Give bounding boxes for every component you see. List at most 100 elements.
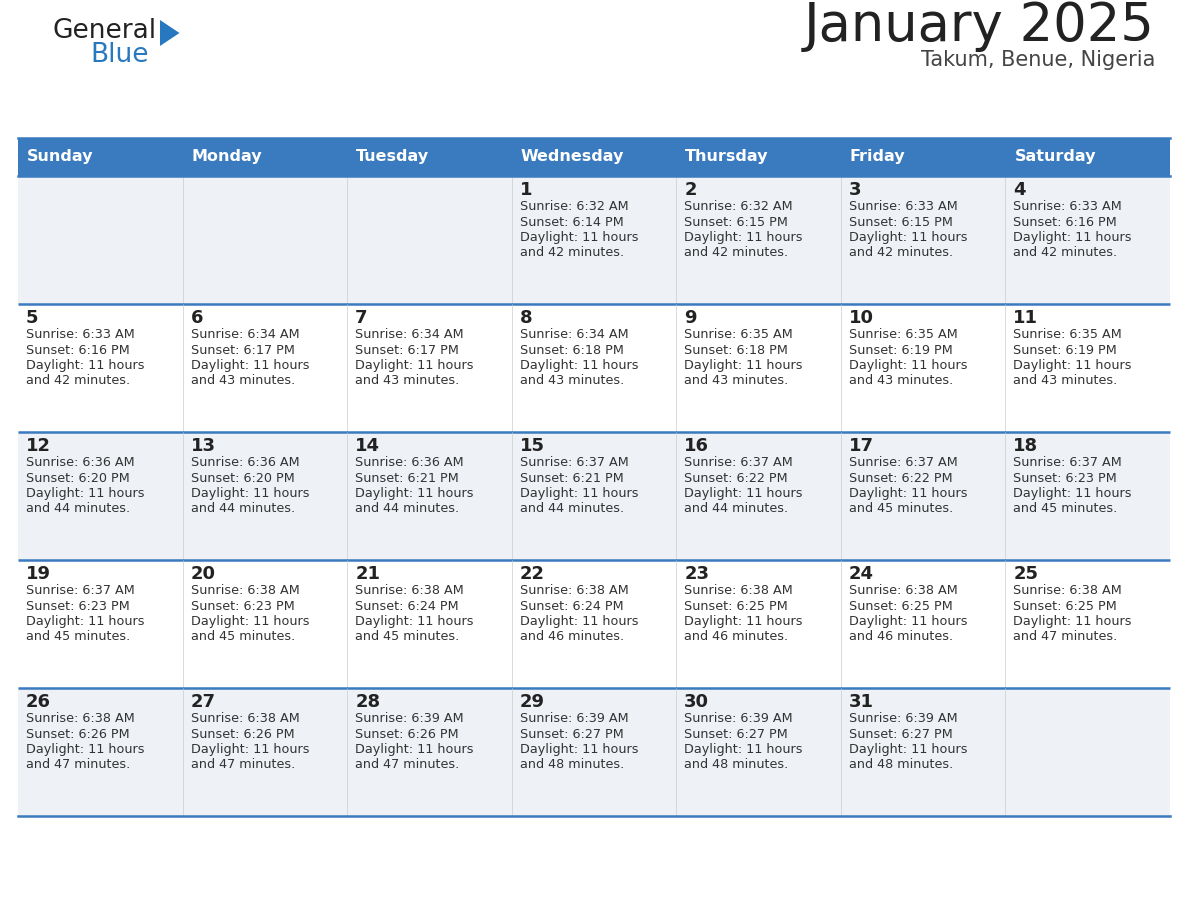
- Text: and 46 minutes.: and 46 minutes.: [849, 631, 953, 644]
- Text: 3: 3: [849, 181, 861, 199]
- Text: Tuesday: Tuesday: [356, 150, 429, 164]
- Text: Sunset: 6:15 PM: Sunset: 6:15 PM: [684, 216, 788, 229]
- Text: Sunrise: 6:35 AM: Sunrise: 6:35 AM: [849, 328, 958, 341]
- Text: 2: 2: [684, 181, 697, 199]
- Text: and 45 minutes.: and 45 minutes.: [26, 631, 131, 644]
- Text: Sunset: 6:22 PM: Sunset: 6:22 PM: [684, 472, 788, 485]
- Text: Sunset: 6:25 PM: Sunset: 6:25 PM: [684, 599, 788, 612]
- Text: and 43 minutes.: and 43 minutes.: [355, 375, 460, 387]
- Text: Daylight: 11 hours: Daylight: 11 hours: [684, 615, 803, 628]
- Text: 15: 15: [519, 437, 545, 455]
- Bar: [18, 560, 1170, 688]
- Text: 23: 23: [684, 565, 709, 583]
- Text: Sunrise: 6:38 AM: Sunrise: 6:38 AM: [684, 584, 794, 597]
- Text: Daylight: 11 hours: Daylight: 11 hours: [849, 487, 967, 500]
- Text: and 42 minutes.: and 42 minutes.: [26, 375, 131, 387]
- Text: 4: 4: [1013, 181, 1026, 199]
- Bar: [18, 432, 1170, 560]
- Text: Friday: Friday: [849, 150, 905, 164]
- Text: and 48 minutes.: and 48 minutes.: [849, 758, 953, 771]
- Text: Sunset: 6:25 PM: Sunset: 6:25 PM: [849, 599, 953, 612]
- Text: Sunrise: 6:35 AM: Sunrise: 6:35 AM: [1013, 328, 1123, 341]
- Text: Daylight: 11 hours: Daylight: 11 hours: [849, 231, 967, 244]
- Text: Sunrise: 6:37 AM: Sunrise: 6:37 AM: [684, 456, 794, 469]
- Text: 11: 11: [1013, 309, 1038, 327]
- Text: and 46 minutes.: and 46 minutes.: [684, 631, 789, 644]
- Text: Sunrise: 6:38 AM: Sunrise: 6:38 AM: [190, 584, 299, 597]
- Text: Thursday: Thursday: [685, 150, 769, 164]
- Text: and 45 minutes.: and 45 minutes.: [190, 631, 295, 644]
- Text: Daylight: 11 hours: Daylight: 11 hours: [1013, 359, 1132, 372]
- Text: Sunrise: 6:33 AM: Sunrise: 6:33 AM: [1013, 200, 1123, 213]
- Text: Sunset: 6:17 PM: Sunset: 6:17 PM: [355, 343, 459, 356]
- Text: and 43 minutes.: and 43 minutes.: [684, 375, 789, 387]
- Text: 13: 13: [190, 437, 215, 455]
- Text: and 44 minutes.: and 44 minutes.: [26, 502, 131, 516]
- Text: Takum, Benue, Nigeria: Takum, Benue, Nigeria: [921, 50, 1155, 70]
- Text: Daylight: 11 hours: Daylight: 11 hours: [26, 615, 145, 628]
- Text: Sunset: 6:20 PM: Sunset: 6:20 PM: [26, 472, 129, 485]
- Text: 17: 17: [849, 437, 874, 455]
- Text: Sunday: Sunday: [27, 150, 94, 164]
- Text: Daylight: 11 hours: Daylight: 11 hours: [190, 359, 309, 372]
- Text: Sunset: 6:26 PM: Sunset: 6:26 PM: [26, 727, 129, 741]
- Text: Sunrise: 6:38 AM: Sunrise: 6:38 AM: [190, 712, 299, 725]
- Text: Sunset: 6:24 PM: Sunset: 6:24 PM: [355, 599, 459, 612]
- Text: Sunset: 6:23 PM: Sunset: 6:23 PM: [1013, 472, 1117, 485]
- Text: Daylight: 11 hours: Daylight: 11 hours: [519, 743, 638, 756]
- Text: Daylight: 11 hours: Daylight: 11 hours: [355, 359, 474, 372]
- Text: and 44 minutes.: and 44 minutes.: [355, 502, 460, 516]
- Text: Sunrise: 6:38 AM: Sunrise: 6:38 AM: [26, 712, 134, 725]
- Text: 30: 30: [684, 693, 709, 711]
- Text: 20: 20: [190, 565, 215, 583]
- Text: Daylight: 11 hours: Daylight: 11 hours: [519, 231, 638, 244]
- Text: and 43 minutes.: and 43 minutes.: [190, 375, 295, 387]
- Text: 1: 1: [519, 181, 532, 199]
- Text: Sunrise: 6:32 AM: Sunrise: 6:32 AM: [684, 200, 792, 213]
- Text: and 44 minutes.: and 44 minutes.: [519, 502, 624, 516]
- Text: Daylight: 11 hours: Daylight: 11 hours: [849, 359, 967, 372]
- Bar: [183, 138, 347, 176]
- Text: Sunset: 6:24 PM: Sunset: 6:24 PM: [519, 599, 624, 612]
- Text: Sunrise: 6:38 AM: Sunrise: 6:38 AM: [355, 584, 463, 597]
- Text: Sunrise: 6:34 AM: Sunrise: 6:34 AM: [355, 328, 463, 341]
- Text: Sunrise: 6:36 AM: Sunrise: 6:36 AM: [190, 456, 299, 469]
- Text: Sunrise: 6:35 AM: Sunrise: 6:35 AM: [684, 328, 794, 341]
- Text: Sunrise: 6:36 AM: Sunrise: 6:36 AM: [26, 456, 134, 469]
- Text: 19: 19: [26, 565, 51, 583]
- Text: Sunset: 6:27 PM: Sunset: 6:27 PM: [849, 727, 953, 741]
- Text: Saturday: Saturday: [1015, 150, 1095, 164]
- Text: 5: 5: [26, 309, 38, 327]
- Text: Daylight: 11 hours: Daylight: 11 hours: [849, 743, 967, 756]
- Text: 24: 24: [849, 565, 874, 583]
- Text: Sunset: 6:15 PM: Sunset: 6:15 PM: [849, 216, 953, 229]
- Text: and 48 minutes.: and 48 minutes.: [519, 758, 624, 771]
- Text: Sunset: 6:19 PM: Sunset: 6:19 PM: [849, 343, 953, 356]
- Text: Sunrise: 6:33 AM: Sunrise: 6:33 AM: [26, 328, 134, 341]
- Text: 6: 6: [190, 309, 203, 327]
- Text: Monday: Monday: [191, 150, 263, 164]
- Text: Sunrise: 6:32 AM: Sunrise: 6:32 AM: [519, 200, 628, 213]
- Text: Sunrise: 6:34 AM: Sunrise: 6:34 AM: [519, 328, 628, 341]
- Text: and 45 minutes.: and 45 minutes.: [1013, 502, 1118, 516]
- Text: and 45 minutes.: and 45 minutes.: [355, 631, 460, 644]
- Text: Sunrise: 6:39 AM: Sunrise: 6:39 AM: [355, 712, 463, 725]
- Text: Daylight: 11 hours: Daylight: 11 hours: [684, 743, 803, 756]
- Text: and 42 minutes.: and 42 minutes.: [849, 247, 953, 260]
- Text: Daylight: 11 hours: Daylight: 11 hours: [190, 615, 309, 628]
- Text: Sunrise: 6:39 AM: Sunrise: 6:39 AM: [519, 712, 628, 725]
- Text: Daylight: 11 hours: Daylight: 11 hours: [684, 359, 803, 372]
- Text: 27: 27: [190, 693, 215, 711]
- Text: 26: 26: [26, 693, 51, 711]
- Text: Sunset: 6:17 PM: Sunset: 6:17 PM: [190, 343, 295, 356]
- Text: Daylight: 11 hours: Daylight: 11 hours: [26, 359, 145, 372]
- Text: Sunrise: 6:38 AM: Sunrise: 6:38 AM: [1013, 584, 1123, 597]
- Text: Sunset: 6:22 PM: Sunset: 6:22 PM: [849, 472, 953, 485]
- Text: Daylight: 11 hours: Daylight: 11 hours: [190, 487, 309, 500]
- Text: Daylight: 11 hours: Daylight: 11 hours: [1013, 487, 1132, 500]
- Text: and 47 minutes.: and 47 minutes.: [190, 758, 295, 771]
- Text: Sunset: 6:27 PM: Sunset: 6:27 PM: [519, 727, 624, 741]
- Polygon shape: [160, 20, 179, 46]
- Text: Sunset: 6:26 PM: Sunset: 6:26 PM: [190, 727, 295, 741]
- Text: and 42 minutes.: and 42 minutes.: [684, 247, 789, 260]
